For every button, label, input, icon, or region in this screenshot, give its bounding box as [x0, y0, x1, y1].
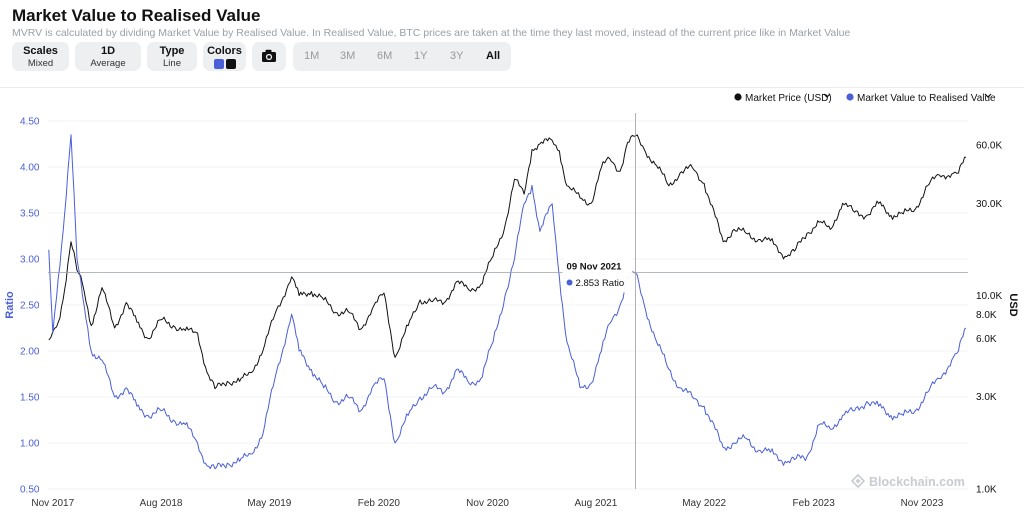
x-tick-label: May 2022 — [682, 498, 726, 509]
snapshot-button[interactable] — [252, 42, 286, 71]
range-3m[interactable]: 3M — [340, 50, 356, 62]
colors-label: Colors — [207, 45, 242, 57]
legend-mvrv-dot — [846, 93, 854, 101]
page-title: Market Value to Realised Value — [12, 6, 261, 25]
y-left-tick-label: 3.00 — [20, 255, 40, 266]
x-tick-label: Feb 2020 — [358, 498, 401, 509]
y-left-tick-label: 2.00 — [20, 347, 40, 358]
tooltip-box — [562, 258, 633, 293]
series-line-market-price — [48, 134, 966, 390]
y-right-tick-label: 30.0K — [976, 199, 1002, 210]
x-tick-label: Nov 2020 — [466, 498, 509, 509]
legend: Market Price (USD) Market Value to Reali… — [734, 93, 996, 104]
y-axis-right-label: USD — [1007, 293, 1019, 316]
type-button[interactable]: Type Line — [147, 42, 197, 71]
y-right-tick-label: 3.0K — [976, 392, 997, 403]
y-left-tick-label: 4.50 — [20, 117, 40, 128]
range-1m[interactable]: 1M — [304, 50, 320, 62]
page-subtitle: MVRV is calculated by dividing Market Va… — [12, 27, 851, 39]
legend-market-price-dot — [734, 93, 742, 101]
series-line-mvrv — [48, 134, 967, 470]
chevron-down-icon — [823, 93, 831, 98]
blockchain-logo-icon — [850, 473, 866, 489]
x-tick-label: May 2019 — [247, 498, 291, 509]
scales-value: Mixed — [27, 58, 54, 69]
y-left-tick-label: 2.50 — [20, 301, 40, 312]
x-axis-ticks: Nov 2017 Aug 2018 May 2019 Feb 2020 Nov 2020… — [31, 498, 943, 509]
y-right-tick-label: 10.0K — [976, 291, 1002, 302]
interval-value: Average — [90, 58, 126, 69]
y-right-tick-label: 1.0K — [976, 485, 997, 496]
scales-label: Scales — [23, 45, 58, 57]
tooltip-value: 2.853 Ratio — [576, 278, 625, 289]
y-left-tick-label: 3.50 — [20, 209, 40, 220]
color-swatch-ratio[interactable] — [213, 59, 224, 69]
tooltip-dot — [566, 279, 573, 286]
x-tick-label: Nov 2017 — [31, 498, 74, 509]
interval-button[interactable]: 1D Average — [75, 42, 141, 71]
y-right-tick-label: 60.0K — [976, 141, 1002, 152]
colors-button[interactable]: Colors — [203, 42, 246, 71]
gridlines — [48, 120, 968, 490]
y-left-tick-label: 0.50 — [20, 485, 40, 496]
y-axis-left-label: Ratio — [4, 291, 16, 319]
header-divider — [0, 87, 1024, 88]
legend-mvrv[interactable]: Market Value to Realised Value — [846, 93, 996, 104]
range-selector: 1M 3M 6M 1Y 3Y All — [293, 42, 511, 71]
watermark-text: Blockchain.com — [869, 475, 965, 489]
legend-market-price-label: Market Price (USD) — [745, 93, 832, 104]
x-tick-label: Aug 2018 — [140, 498, 183, 509]
legend-market-price[interactable]: Market Price (USD) — [734, 93, 832, 104]
y-right-tick-label: 6.0K — [976, 334, 997, 345]
range-3y[interactable]: 3Y — [450, 50, 464, 62]
y-left-tick-label: 1.50 — [20, 393, 40, 404]
watermark: Blockchain.com — [850, 473, 965, 489]
y-axis-left-ticks: 0.50 1.00 1.50 2.00 2.50 3.00 3.50 4.00 4.50 — [20, 117, 40, 496]
scales-button[interactable]: Scales Mixed — [12, 42, 69, 71]
y-right-tick-label: 8.0K — [976, 310, 997, 321]
color-swatch-price[interactable] — [225, 59, 236, 69]
chevron-down-icon — [984, 93, 992, 98]
range-all[interactable]: All — [486, 50, 501, 62]
type-label: Type — [159, 45, 185, 57]
legend-mvrv-label: Market Value to Realised Value — [857, 93, 996, 104]
x-tick-label: Nov 2023 — [901, 498, 944, 509]
tooltip: 09 Nov 2021 2.853 Ratio — [562, 258, 633, 293]
range-6m[interactable]: 6M — [377, 50, 393, 62]
camera-icon — [262, 49, 276, 62]
interval-label: 1D — [100, 45, 116, 57]
x-tick-label: Aug 2021 — [574, 498, 617, 509]
range-1y[interactable]: 1Y — [414, 50, 428, 62]
y-left-tick-label: 4.00 — [20, 163, 40, 174]
y-axis-right-ticks: 1.0K 3.0K 6.0K 8.0K 10.0K 30.0K 60.0K — [976, 141, 1002, 496]
x-tick-label: Feb 2023 — [793, 498, 836, 509]
y-left-tick-label: 1.00 — [20, 439, 40, 450]
type-value: Line — [163, 58, 181, 69]
tooltip-date: 09 Nov 2021 — [567, 262, 623, 273]
